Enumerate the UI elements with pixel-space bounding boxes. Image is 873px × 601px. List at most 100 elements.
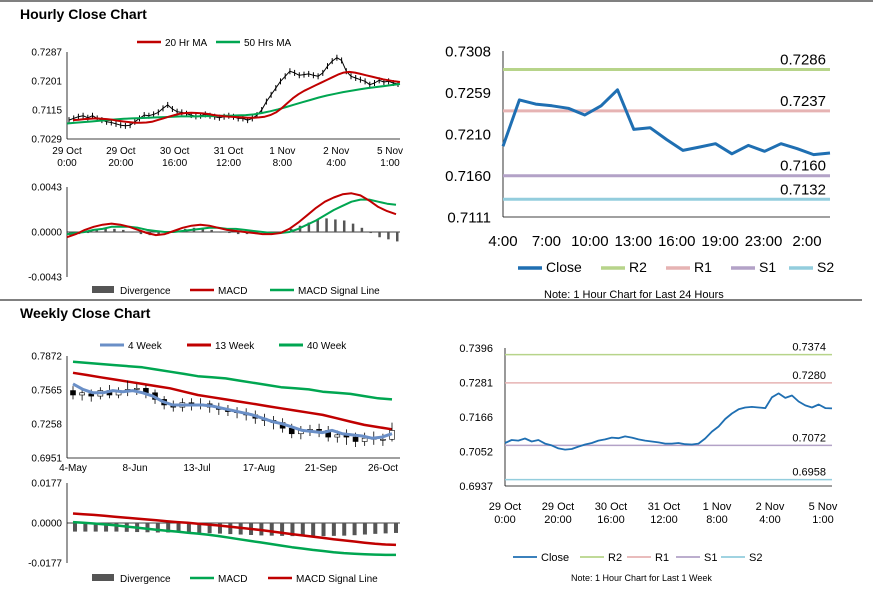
weekly-divergence-bar: [280, 523, 285, 536]
hourly-price-xtick-time: 12:00: [216, 158, 241, 169]
weekly-13-week-line: [72, 371, 393, 431]
legend-1w-r1-label: R1: [655, 552, 669, 564]
hourly-divergence-bar: [210, 229, 213, 232]
legend-1w-close-label: Close: [541, 552, 569, 564]
legend-weekly-signal-label: MACD Signal Line: [296, 574, 378, 585]
weekly-1w-xtick-date: 29 Oct: [542, 501, 574, 513]
legend-4-week-label: 4 Week: [128, 341, 163, 352]
weekly-divergence-bar: [269, 523, 274, 536]
weekly-divergence-bar: [207, 523, 212, 534]
hourly-price-xtick-date: 29 Oct: [52, 146, 82, 157]
hourly-price-ytick: 0.7029: [31, 135, 62, 146]
weekly-divergence-bar: [383, 523, 388, 534]
hourly-20hr-ma-line: [72, 70, 401, 124]
legend-1w-s2-label: S2: [749, 552, 762, 564]
hourly-divergence-bar: [139, 232, 143, 235]
hourly-24h-ytick: 0.7259: [445, 85, 491, 102]
weekly-macd-ytick: -0.0177: [28, 559, 62, 570]
legend-weekly-divergence-label: Divergence: [120, 574, 171, 585]
hourly-divergence-bar: [316, 219, 319, 232]
hourly-24h-ytick: 0.7160: [445, 168, 491, 185]
weekly-divergence-bar: [394, 523, 398, 533]
weekly-divergence-bar: [83, 523, 88, 532]
hourly-24h-xtick: 19:00: [701, 233, 739, 250]
weekly-1w-r1-label: 0.7280: [792, 370, 826, 382]
legend-24h-r2-label: R2: [629, 259, 647, 275]
weekly-divergence-bar: [155, 523, 160, 533]
hourly-divergence-bar: [342, 220, 346, 232]
weekly-price-xtick: 21-Sep: [305, 463, 338, 474]
hourly-24h-xtick: 7:00: [532, 233, 561, 250]
hourly-divergence-bar: [307, 222, 311, 232]
hourly-24h-xtick: 23:00: [745, 233, 783, 250]
legend-50hrs-ma-label: 50 Hrs MA: [244, 38, 292, 49]
weekly-1w-s1-label: 0.7072: [792, 432, 826, 444]
weekly-1w-xtick-time: 8:00: [706, 514, 727, 526]
weekly-1w-ytick: 0.6937: [459, 481, 493, 493]
legend-hourly-divergence-swatch: [92, 286, 114, 293]
weekly-divergence-bar: [342, 523, 347, 536]
hourly-divergence-bar: [360, 227, 364, 232]
weekly-1w-xtick-date: 1 Nov: [703, 501, 732, 513]
weekly-candle-body: [361, 437, 368, 442]
hourly-price-xtick-date: 1 Nov: [269, 146, 295, 157]
legend-20hr-ma-label: 20 Hr MA: [165, 38, 208, 49]
legend-weekly-macd-label: MACD: [218, 574, 247, 585]
weekly-candle-body: [70, 390, 76, 396]
hourly-divergence-bar: [104, 228, 107, 232]
weekly-divergence-bar: [300, 523, 305, 537]
hourly-price-xtick-time: 0:00: [57, 158, 77, 169]
hourly-divergence-bar: [325, 218, 328, 232]
legend-1w-s1-label: S1: [704, 552, 717, 564]
legend-40-week-label: 40 Week: [307, 341, 347, 352]
hourly-divergence-bar: [228, 232, 231, 234]
legend-24h-close-label: Close: [546, 259, 582, 275]
hourly-divergence-bar: [369, 232, 372, 234]
weekly-candle-body: [88, 393, 95, 397]
hourly-divergence-bar: [157, 232, 160, 236]
hourly-divergence-bar: [378, 232, 381, 238]
legend-1w-r2-label: R2: [608, 552, 622, 564]
hourly-divergence-bar: [387, 232, 390, 240]
hourly-price-xtick-date: 5 Nov: [377, 146, 403, 157]
hourly-price-xtick-date: 29 Oct: [106, 146, 136, 157]
hourly-macd-ytick: -0.0043: [28, 273, 62, 284]
hourly-24h-close-line: [501, 88, 831, 157]
weekly-1w-xtick-time: 16:00: [597, 514, 625, 526]
weekly-divergence-bar: [373, 523, 378, 534]
hourly-divergence-bar: [113, 228, 116, 232]
weekly-1w-xtick-time: 12:00: [650, 514, 678, 526]
hourly-divergence-bar: [130, 232, 134, 233]
hourly-macd-ytick: 0.0000: [31, 228, 62, 239]
weekly-macd-ytick: 0.0177: [31, 479, 62, 490]
hourly-macd-signal-line: [66, 198, 397, 236]
weekly-divergence-bar: [362, 523, 367, 535]
hourly-price-xtick-time: 4:00: [326, 158, 346, 169]
hourly-24h-xtick: 10:00: [571, 233, 609, 250]
legend-hourly-signal-label: MACD Signal Line: [298, 286, 380, 297]
weekly-macd-signal-line: [72, 512, 397, 547]
weekly-1w-xtick-date: 29 Oct: [489, 501, 521, 513]
weekly-divergence-bar: [104, 523, 109, 532]
weekly-candle-body: [352, 436, 359, 442]
hourly-price-xtick-time: 16:00: [162, 158, 187, 169]
hourly-24h-r1-label: 0.7237: [780, 93, 826, 110]
hourly-divergence-bar: [201, 227, 205, 232]
hourly-50hrs-ma-line: [66, 83, 401, 125]
hourly-divergence-bar: [219, 232, 222, 233]
hourly-divergence-bar: [86, 232, 90, 234]
weekly-divergence-bar: [217, 523, 222, 534]
weekly-candle-body: [79, 392, 85, 396]
hourly-divergence-bar: [122, 229, 125, 232]
weekly-1w-xtick-time: 0:00: [494, 514, 515, 526]
hourly-divergence-bar: [95, 229, 99, 232]
weekly-macd-line: [72, 520, 396, 557]
weekly-1w-note: Note: 1 Hour Chart for Last 1 Week: [571, 573, 712, 583]
weekly-4-week-line: [72, 382, 393, 440]
hourly-24h-s1-label: 0.7160: [780, 158, 826, 175]
hourly-price-ytick: 0.7287: [31, 48, 62, 59]
hourly-24h-s2-label: 0.7132: [780, 181, 826, 198]
weekly-divergence-bar: [73, 523, 77, 532]
hourly-divergence-bar: [396, 232, 399, 242]
